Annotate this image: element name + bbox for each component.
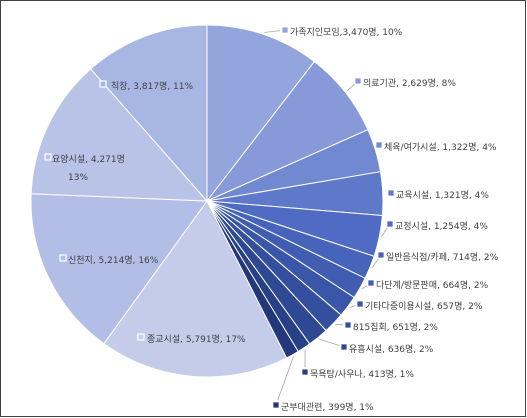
legend-key-marker [375,141,383,149]
pie-slice [89,24,208,203]
data-label: 교육시설, 1,321명, 4% [396,190,489,201]
data-label: 신천지, 5,214명, 16% [68,255,159,266]
pie-slice [206,24,316,203]
legend-key-marker [344,321,352,329]
data-label: 유흥시설, 636명, 2% [349,343,434,355]
legend-key-marker [340,343,348,351]
pie-slices [30,24,384,378]
data-label: 교정시설, 1,254명, 4% [395,221,488,232]
leader-line [361,285,368,290]
data-label: 13% [68,173,88,183]
leader-line [277,356,294,401]
data-label: 기타다중이용시설, 657명, 2% [365,301,483,312]
leader-line [349,305,356,308]
legend-key-marker [59,254,67,262]
leader-line [346,84,355,92]
legend-key-marker [281,26,289,34]
data-label: 직장, 3,817명, 11% [111,81,194,92]
legend-key-marker [377,251,385,259]
pie-slice [30,193,208,345]
data-label: 815집회, 651명, 2% [353,321,438,333]
legend-key-marker [44,153,52,161]
data-label: 의료기관, 2,629명, 8% [363,78,456,89]
data-label: 종교시설, 5,791명, 17% [147,334,246,345]
legend-key-marker [137,333,145,341]
legend-key-marker [272,401,280,409]
data-label: 요양시설, 4,271명 [52,154,125,165]
leader-line [371,258,379,269]
legend-key-marker [367,279,375,287]
legend-key-marker [387,189,395,197]
data-label: 다단계/방문판매, 664명, 2% [376,279,489,291]
legend-key-marker [99,80,107,88]
pie-slice [103,200,288,378]
data-labels: 가족지인모임,3,470명, 10% 의료기관, 2,629명, 8% 체육/여가시… [44,26,499,413]
legend-key-marker [386,220,394,228]
data-label: 가족지인모임,3,470명, 10% [290,26,403,38]
legend-key-marker [301,368,309,376]
pie-slice [30,68,209,202]
data-label: 목욕탕/사우나, 413명, 1% [310,369,414,380]
leader-line [319,338,340,346]
leader-lines [264,30,388,401]
leader-line [381,227,388,237]
legend-key-marker [356,300,364,308]
data-label: 체육/여가시설, 1,322명, 4% [384,141,497,153]
legend-key-marker [354,77,362,85]
data-label: 일반음식점/카페, 714명, 2% [386,251,499,263]
leader-line [264,30,281,33]
data-label: 군부대관련, 399명, 1% [281,402,374,413]
